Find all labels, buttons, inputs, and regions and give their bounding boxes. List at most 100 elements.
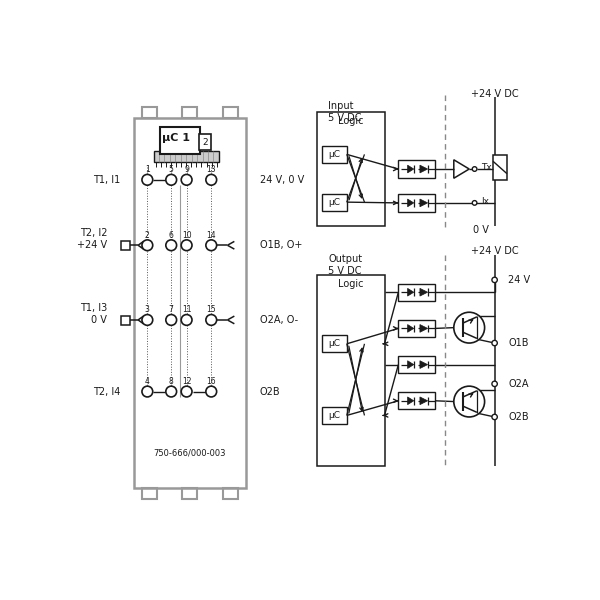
Text: 9: 9 <box>184 165 189 174</box>
Text: O2B: O2B <box>260 386 280 397</box>
Text: Logic: Logic <box>338 279 364 289</box>
Text: 14: 14 <box>206 231 216 240</box>
Circle shape <box>181 175 192 185</box>
Text: μC: μC <box>328 150 340 159</box>
Polygon shape <box>420 361 428 368</box>
Polygon shape <box>407 289 414 296</box>
Text: T2, I2
+24 V: T2, I2 +24 V <box>77 228 107 250</box>
Polygon shape <box>420 397 428 404</box>
Text: 2: 2 <box>145 231 150 240</box>
Text: 11: 11 <box>182 305 191 314</box>
Bar <box>121 241 130 250</box>
Bar <box>317 112 385 226</box>
Text: Output
5 V DC: Output 5 V DC <box>328 254 362 276</box>
Bar <box>182 107 197 118</box>
Polygon shape <box>420 289 428 296</box>
Text: Input
5 V DC: Input 5 V DC <box>328 101 362 123</box>
Bar <box>398 194 436 212</box>
Text: O1B, O+: O1B, O+ <box>260 240 302 250</box>
Bar <box>121 316 130 325</box>
Bar <box>398 320 436 337</box>
Circle shape <box>206 386 217 397</box>
Text: 8: 8 <box>169 377 173 386</box>
Polygon shape <box>420 165 428 173</box>
Bar <box>160 127 200 154</box>
Circle shape <box>454 312 485 343</box>
Text: T2, I4: T2, I4 <box>93 386 121 397</box>
Circle shape <box>142 314 153 325</box>
Text: 24 V: 24 V <box>508 275 530 285</box>
Text: O2A, O-: O2A, O- <box>260 315 298 325</box>
Circle shape <box>206 314 217 325</box>
Circle shape <box>142 386 153 397</box>
Bar <box>322 146 347 163</box>
Text: O2B: O2B <box>508 412 529 422</box>
Bar <box>398 284 436 301</box>
Text: +24 V DC: +24 V DC <box>471 245 518 256</box>
Circle shape <box>166 240 176 251</box>
Bar <box>322 194 347 211</box>
Text: 6: 6 <box>169 231 173 240</box>
Text: 1: 1 <box>145 165 150 174</box>
Circle shape <box>181 386 192 397</box>
Circle shape <box>206 240 217 251</box>
Bar <box>199 134 211 150</box>
Polygon shape <box>420 325 428 332</box>
Text: 0 V: 0 V <box>473 225 488 235</box>
Text: 12: 12 <box>182 377 191 386</box>
Circle shape <box>166 175 176 185</box>
Text: μC: μC <box>328 340 340 349</box>
Polygon shape <box>407 199 414 207</box>
Bar <box>142 107 157 118</box>
Text: Tx: Tx <box>481 163 491 172</box>
Bar <box>223 107 238 118</box>
Polygon shape <box>407 361 414 368</box>
Text: μC: μC <box>328 197 340 206</box>
Text: +24 V DC: +24 V DC <box>471 89 518 98</box>
Text: 15: 15 <box>206 305 216 314</box>
Text: T1, I1: T1, I1 <box>93 175 121 185</box>
Bar <box>398 160 436 178</box>
Text: 750-666/000-003: 750-666/000-003 <box>154 449 226 458</box>
Circle shape <box>492 381 497 386</box>
Polygon shape <box>420 199 428 207</box>
Text: μC 1: μC 1 <box>163 133 190 143</box>
Text: 2: 2 <box>202 137 208 146</box>
Text: 10: 10 <box>182 231 191 240</box>
Bar <box>134 118 246 488</box>
Polygon shape <box>407 165 414 173</box>
Text: Ix: Ix <box>481 197 489 206</box>
Text: 5: 5 <box>169 165 173 174</box>
Circle shape <box>166 386 176 397</box>
Text: O1B: O1B <box>508 338 529 348</box>
Bar <box>154 151 219 162</box>
Circle shape <box>142 175 153 185</box>
Bar <box>142 488 157 499</box>
Bar <box>223 488 238 499</box>
Bar <box>398 356 436 373</box>
Text: 16: 16 <box>206 377 216 386</box>
Text: 3: 3 <box>145 305 150 314</box>
Bar <box>493 155 507 180</box>
Text: Logic: Logic <box>338 116 364 125</box>
Bar <box>322 335 347 352</box>
Text: O2A: O2A <box>508 379 529 389</box>
Text: 7: 7 <box>169 305 173 314</box>
Bar <box>398 392 436 409</box>
Text: T1, I3
0 V: T1, I3 0 V <box>80 303 107 325</box>
Bar <box>182 488 197 499</box>
Circle shape <box>206 175 217 185</box>
Circle shape <box>492 414 497 419</box>
Bar <box>322 407 347 424</box>
Circle shape <box>492 277 497 283</box>
Circle shape <box>181 314 192 325</box>
Text: 24 V, 0 V: 24 V, 0 V <box>260 175 304 185</box>
Text: 4: 4 <box>145 377 150 386</box>
Circle shape <box>142 240 153 251</box>
Circle shape <box>181 240 192 251</box>
Text: μC: μC <box>328 411 340 420</box>
Polygon shape <box>407 325 414 332</box>
Polygon shape <box>407 397 414 404</box>
Circle shape <box>454 386 485 417</box>
Circle shape <box>492 340 497 346</box>
